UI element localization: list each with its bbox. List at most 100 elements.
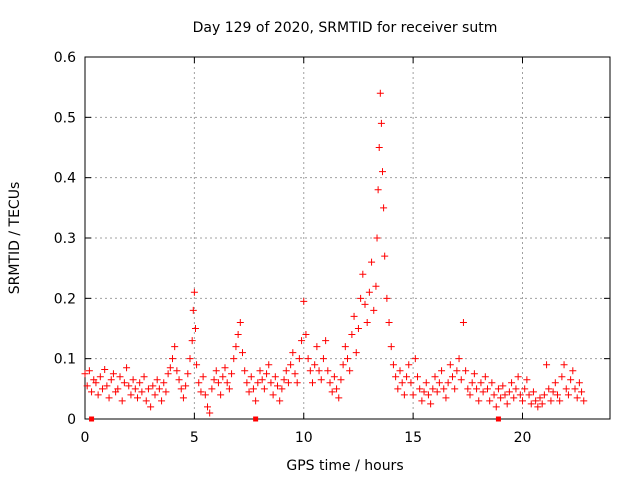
data-point bbox=[125, 382, 133, 390]
data-point bbox=[352, 349, 360, 357]
data-point bbox=[477, 379, 485, 387]
data-point bbox=[142, 397, 150, 405]
data-point bbox=[289, 349, 297, 357]
data-point bbox=[411, 355, 419, 363]
data-point bbox=[94, 391, 102, 399]
data-point bbox=[311, 361, 319, 369]
data-point bbox=[221, 364, 229, 372]
data-point bbox=[499, 382, 507, 390]
data-point bbox=[446, 361, 454, 369]
data-point bbox=[536, 394, 544, 402]
y-tick-labels: 0 0.1 0.2 0.3 0.4 0.5 0.6 bbox=[54, 50, 76, 428]
data-point bbox=[236, 318, 244, 326]
data-point bbox=[129, 376, 137, 384]
data-point bbox=[92, 379, 100, 387]
data-point bbox=[562, 385, 570, 393]
data-point bbox=[488, 379, 496, 387]
data-point bbox=[118, 397, 126, 405]
data-point bbox=[101, 366, 109, 374]
data-point bbox=[374, 186, 382, 194]
data-point bbox=[160, 379, 168, 387]
data-point bbox=[335, 394, 343, 402]
data-point bbox=[116, 373, 124, 381]
x-tick-label-2: 10 bbox=[295, 430, 313, 446]
y-tick-label-0: 0 bbox=[67, 412, 76, 428]
data-point bbox=[361, 300, 369, 308]
data-point bbox=[201, 391, 209, 399]
data-point bbox=[527, 400, 535, 408]
data-point bbox=[103, 382, 111, 390]
data-point bbox=[300, 297, 308, 305]
data-point bbox=[350, 312, 358, 320]
data-point bbox=[263, 370, 271, 378]
data-point bbox=[319, 355, 327, 363]
data-point bbox=[529, 388, 537, 396]
data-point bbox=[230, 355, 238, 363]
data-point bbox=[210, 376, 218, 384]
baseline-marker bbox=[253, 416, 259, 422]
axis-ticks bbox=[84, 56, 610, 420]
x-tick-label-0: 0 bbox=[81, 430, 90, 446]
data-point bbox=[309, 379, 316, 387]
y-tick-label-4: 0.4 bbox=[54, 171, 76, 187]
data-point bbox=[114, 385, 122, 393]
data-point bbox=[330, 373, 338, 381]
data-point bbox=[422, 379, 430, 387]
data-point bbox=[420, 388, 428, 396]
data-point bbox=[326, 379, 334, 387]
data-point bbox=[376, 89, 384, 97]
grid bbox=[85, 57, 610, 419]
data-point bbox=[291, 370, 299, 378]
data-point bbox=[394, 385, 402, 393]
data-point bbox=[322, 337, 330, 345]
data-point bbox=[545, 385, 553, 393]
data-point bbox=[306, 367, 314, 375]
data-point bbox=[247, 373, 255, 381]
data-point bbox=[99, 385, 106, 393]
x-axis-label: GPS time / hours bbox=[286, 458, 403, 474]
data-point bbox=[204, 403, 211, 411]
data-point bbox=[199, 373, 207, 381]
data-point bbox=[341, 343, 349, 351]
data-point bbox=[475, 397, 483, 405]
data-point bbox=[392, 373, 400, 381]
data-point bbox=[538, 400, 546, 408]
data-point bbox=[466, 391, 474, 399]
y-tick-label-6: 0.6 bbox=[54, 50, 76, 66]
data-point bbox=[580, 397, 588, 405]
data-point bbox=[339, 361, 347, 369]
data-point bbox=[560, 361, 568, 369]
data-point bbox=[416, 385, 424, 393]
chart-title: Day 129 of 2020, SRMTID for receiver sut… bbox=[193, 20, 498, 36]
data-point bbox=[575, 379, 583, 387]
data-point bbox=[151, 391, 159, 399]
y-tick-label-3: 0.3 bbox=[54, 231, 76, 247]
data-point bbox=[501, 391, 509, 399]
data-point bbox=[510, 394, 518, 402]
data-point bbox=[179, 394, 187, 402]
data-point bbox=[138, 388, 146, 396]
data-point bbox=[317, 376, 325, 384]
y-tick-label-1: 0.1 bbox=[54, 352, 76, 368]
data-point bbox=[398, 379, 406, 387]
data-point bbox=[269, 391, 277, 399]
data-point bbox=[440, 385, 448, 393]
data-point bbox=[492, 403, 500, 411]
data-point bbox=[457, 376, 465, 384]
data-point bbox=[567, 376, 575, 384]
data-point bbox=[252, 397, 260, 405]
data-point bbox=[241, 367, 249, 375]
data-point bbox=[373, 234, 381, 242]
data-point bbox=[225, 385, 233, 393]
data-point bbox=[354, 325, 362, 332]
data-point bbox=[414, 373, 421, 381]
data-point bbox=[144, 385, 152, 393]
baseline-marker bbox=[89, 416, 95, 422]
data-point bbox=[173, 367, 181, 375]
data-point bbox=[503, 400, 511, 408]
data-point bbox=[409, 391, 417, 399]
data-point bbox=[189, 306, 197, 314]
data-point bbox=[344, 355, 351, 363]
data-point bbox=[149, 382, 157, 390]
data-point bbox=[107, 376, 115, 384]
